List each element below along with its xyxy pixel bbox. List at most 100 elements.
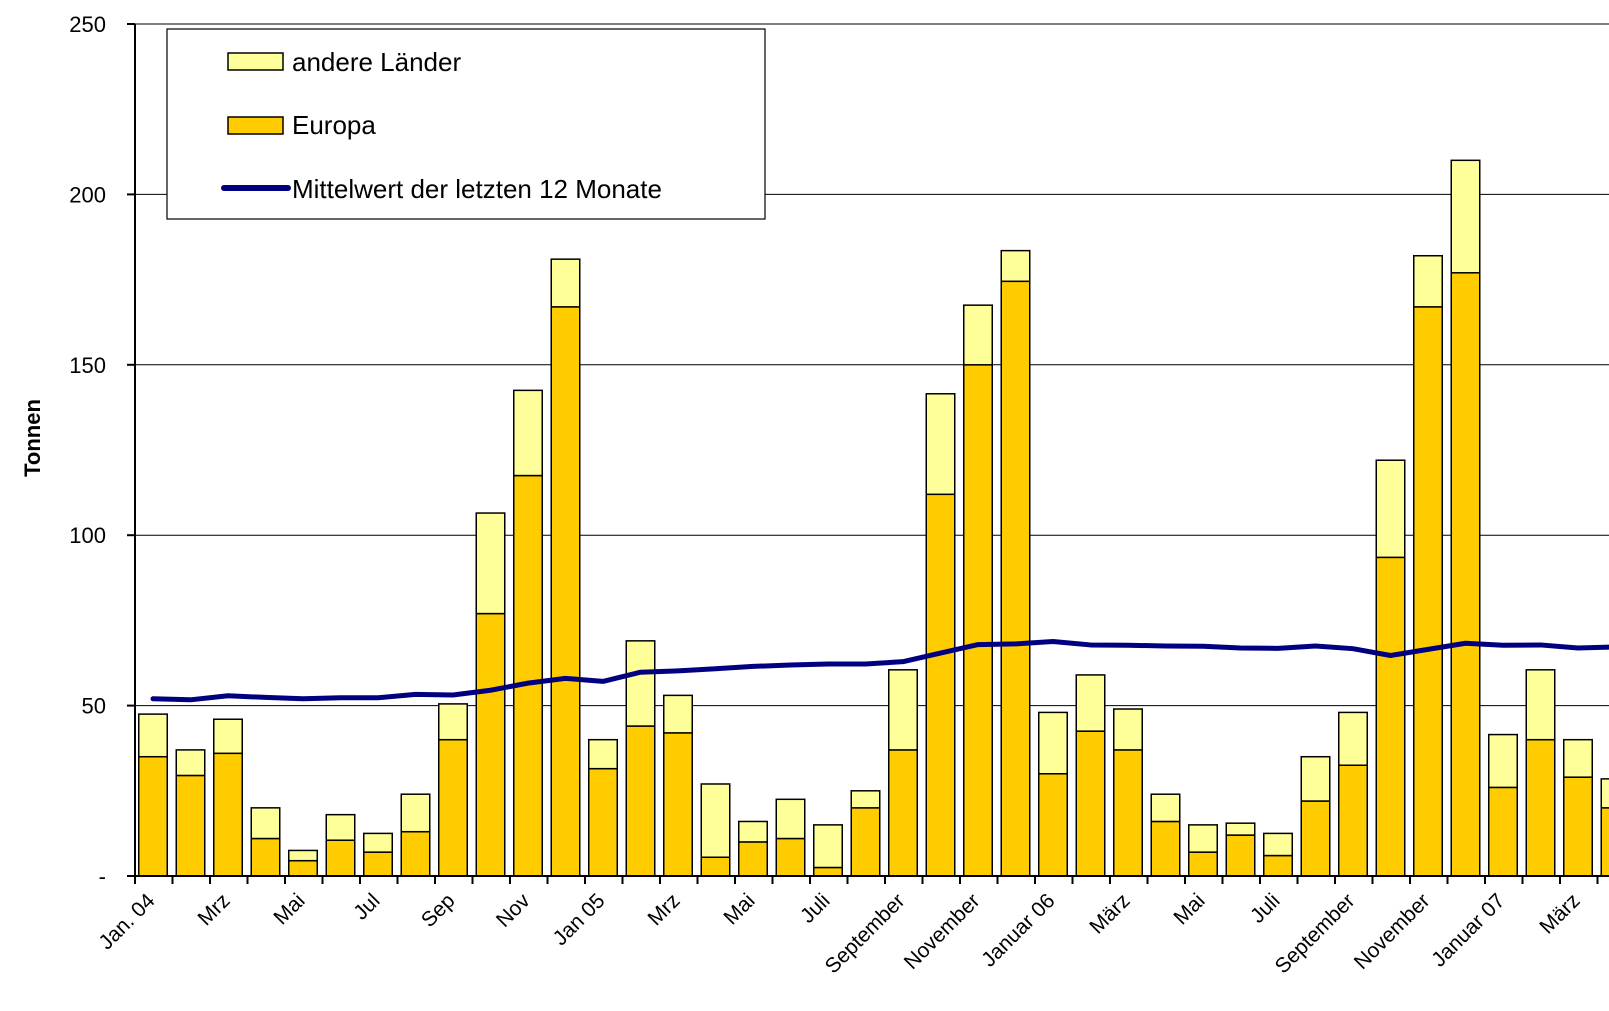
bar-europa	[1563, 776, 1593, 877]
bar-europa	[1375, 556, 1406, 877]
bar-europa	[1338, 764, 1368, 877]
bar-andere	[1563, 738, 1593, 778]
bar-andere	[1413, 254, 1443, 308]
bar-andere	[1525, 669, 1556, 741]
legend-label-andere: andere Länder	[292, 47, 461, 77]
bar-andere	[325, 813, 356, 841]
x-tick-label: März	[1085, 889, 1134, 938]
x-tick-label: Mrz	[194, 889, 235, 930]
bar-europa	[1488, 786, 1518, 877]
x-tick-label: November	[900, 889, 985, 974]
bar-europa	[663, 732, 693, 877]
bar-andere	[250, 807, 281, 840]
bar-andere	[1488, 733, 1518, 789]
bar-europa	[288, 859, 318, 877]
bar-europa	[513, 474, 543, 877]
bar-europa	[138, 755, 168, 877]
x-tick-label: Nov	[492, 889, 535, 932]
legend-swatch-andere	[227, 52, 284, 71]
x-tick-label: Januar 06	[977, 889, 1059, 971]
y-axis-ticks: - 50 100 150 200 250	[69, 12, 135, 889]
bar-andere	[588, 738, 618, 770]
x-tick-label: Jan. 04	[95, 889, 160, 954]
x-tick-label: September	[821, 889, 910, 978]
bar-andere	[213, 718, 243, 755]
bar-andere	[438, 703, 468, 741]
bar-andere	[1375, 459, 1406, 559]
y-tick-label: 100	[69, 523, 106, 548]
x-tick-label: Juli	[1246, 889, 1285, 928]
bar-andere	[363, 832, 393, 853]
y-tick-label: -	[99, 864, 106, 889]
bar-europa	[1600, 807, 1609, 877]
average-line-group	[150, 639, 1609, 703]
bar-europa	[775, 837, 806, 877]
bar-andere	[1225, 822, 1256, 836]
x-tick-label: Mai	[719, 889, 759, 929]
bar-andere	[1338, 711, 1368, 766]
bar-europa	[438, 738, 468, 877]
y-axis-label: Tonnen	[20, 399, 45, 477]
bar-europa	[1038, 773, 1068, 877]
bar-europa	[963, 364, 993, 877]
bar-europa	[1525, 738, 1556, 877]
x-tick-label: Jul	[349, 889, 384, 924]
y-tick-label: 150	[69, 353, 106, 378]
bar-andere	[1075, 674, 1106, 732]
bar-andere	[550, 258, 581, 308]
x-tick-label: März	[1535, 889, 1584, 938]
bar-andere	[288, 849, 318, 862]
bar-andere	[963, 304, 993, 366]
bar-europa	[1263, 854, 1293, 877]
bar-europa	[1225, 834, 1256, 877]
bar-europa	[1188, 851, 1218, 877]
x-tick-label: Jan 05	[549, 889, 610, 950]
bar-europa	[250, 837, 281, 877]
bar-europa	[925, 493, 956, 877]
bar-europa	[1000, 280, 1031, 877]
average-line	[150, 639, 1609, 703]
bar-europa	[175, 774, 206, 877]
bar-europa	[588, 767, 618, 877]
bar-andere	[513, 389, 543, 477]
bar-europa	[850, 807, 881, 877]
bar-andere	[700, 783, 731, 859]
bar-europa	[550, 306, 581, 877]
bar-andere	[1113, 708, 1143, 751]
bar-andere	[888, 669, 918, 751]
axes	[134, 24, 1609, 877]
bar-andere	[663, 694, 693, 734]
x-tick-label: Juli	[796, 889, 835, 928]
bar-andere	[1038, 711, 1068, 775]
bar-europa	[1300, 800, 1331, 877]
legend-label-line: Mittelwert der letzten 12 Monate	[292, 174, 662, 204]
bar-andere	[775, 798, 806, 840]
y-tick-label: 200	[69, 182, 106, 207]
bar-europa	[1075, 730, 1106, 877]
x-tick-label: Mai	[269, 889, 309, 929]
bar-andere	[475, 512, 506, 615]
bar-europa	[1150, 820, 1181, 877]
bar-andere	[138, 713, 168, 758]
x-tick-label: November	[1350, 889, 1435, 974]
x-tick-label: Mai	[1169, 889, 1209, 929]
bar-europa	[325, 839, 356, 877]
y-tick-label: 50	[82, 694, 106, 719]
legend-label-europa: Europa	[292, 110, 376, 140]
bar-europa	[363, 851, 393, 877]
bar-europa	[475, 612, 506, 877]
bar-europa	[888, 749, 918, 877]
bar-andere	[625, 640, 656, 727]
bar-europa	[625, 725, 656, 877]
bar-europa	[813, 866, 843, 877]
bar-europa	[738, 841, 768, 877]
bar-andere	[738, 820, 768, 843]
x-tick-label: September	[1271, 889, 1360, 978]
bar-andere	[850, 790, 881, 809]
y-tick-label: 250	[69, 12, 106, 37]
bar-andere	[1600, 778, 1609, 809]
legend: andere Länder Europa Mittelwert der letz…	[166, 28, 766, 220]
bar-andere	[1263, 832, 1293, 857]
bar-andere	[175, 749, 206, 777]
